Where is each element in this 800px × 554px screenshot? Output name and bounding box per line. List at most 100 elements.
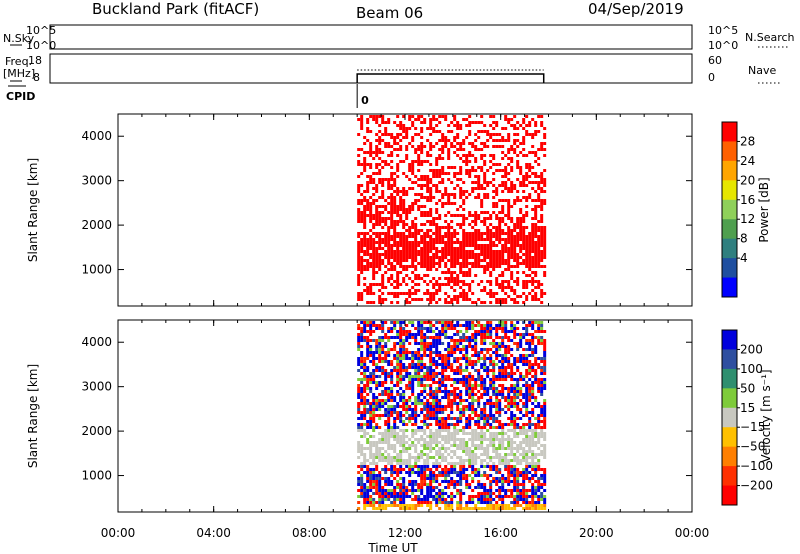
data-cell — [477, 420, 481, 423]
data-cell — [408, 468, 412, 471]
data-cell — [372, 324, 376, 327]
data-cell — [513, 486, 517, 489]
data-cell — [480, 357, 484, 360]
data-cell — [453, 486, 457, 489]
data-cell — [372, 414, 376, 417]
data-cell — [465, 480, 469, 483]
data-cell — [372, 480, 376, 483]
data-cell — [489, 232, 493, 235]
data-cell — [447, 507, 451, 510]
data-cell — [426, 489, 430, 492]
data-cell — [363, 238, 367, 241]
data-cell — [372, 271, 376, 274]
data-cell — [453, 372, 457, 375]
data-cell — [456, 283, 460, 286]
data-cell — [540, 232, 544, 235]
y-tick-label: 3000 — [81, 174, 112, 188]
data-cell — [513, 396, 517, 399]
data-cell — [483, 250, 487, 253]
data-cell — [489, 327, 493, 330]
data-cell — [444, 456, 448, 459]
data-cell — [438, 235, 442, 238]
data-cell — [399, 501, 403, 504]
data-cell — [543, 181, 547, 184]
data-cell — [417, 465, 421, 468]
data-cell — [387, 187, 391, 190]
data-cell — [543, 127, 547, 130]
data-cell — [519, 429, 523, 432]
data-cell — [468, 426, 472, 429]
data-cell — [513, 124, 517, 127]
data-cell — [384, 411, 388, 414]
data-cell — [447, 393, 451, 396]
data-cell — [495, 330, 499, 333]
data-cell — [519, 459, 523, 462]
data-cell — [477, 405, 481, 408]
data-cell — [432, 417, 436, 420]
data-cell — [384, 465, 388, 468]
data-cell — [477, 372, 481, 375]
data-cell — [498, 360, 502, 363]
data-cell — [405, 241, 409, 244]
data-cell — [378, 256, 382, 259]
data-cell — [447, 345, 451, 348]
data-cell — [528, 238, 532, 241]
data-cell — [399, 342, 403, 345]
data-cell — [366, 384, 370, 387]
data-cell — [393, 324, 397, 327]
data-cell — [387, 268, 391, 271]
data-cell — [408, 474, 412, 477]
data-cell — [495, 450, 499, 453]
data-cell — [525, 423, 529, 426]
data-cell — [468, 115, 472, 118]
data-cell — [405, 283, 409, 286]
data-cell — [543, 501, 547, 504]
data-cell — [450, 166, 454, 169]
data-cell — [435, 363, 439, 366]
data-cell — [501, 211, 505, 214]
data-cell — [465, 369, 469, 372]
noise-right-tick-top: 10^5 — [708, 24, 738, 37]
data-cell — [429, 447, 433, 450]
data-cell — [462, 426, 466, 429]
data-cell — [357, 244, 361, 247]
data-cell — [501, 372, 505, 375]
data-cell — [366, 468, 370, 471]
data-cell — [495, 363, 499, 366]
data-cell — [399, 214, 403, 217]
data-cell — [393, 202, 397, 205]
data-cell — [534, 474, 538, 477]
data-cell — [381, 121, 385, 124]
data-cell — [393, 369, 397, 372]
data-cell — [402, 444, 406, 447]
data-cell — [540, 295, 544, 298]
data-cell — [390, 429, 394, 432]
data-cell — [525, 330, 529, 333]
data-cell — [402, 208, 406, 211]
data-cell — [531, 229, 535, 232]
data-cell — [414, 253, 418, 256]
data-cell — [417, 366, 421, 369]
data-cell — [402, 348, 406, 351]
data-cell — [495, 163, 499, 166]
data-cell — [390, 387, 394, 390]
data-cell — [453, 166, 457, 169]
data-cell — [534, 417, 538, 420]
data-cell — [375, 139, 379, 142]
data-cell — [474, 384, 478, 387]
data-cell — [480, 327, 484, 330]
data-cell — [399, 250, 403, 253]
data-cell — [543, 438, 547, 441]
data-cell — [447, 250, 451, 253]
data-cell — [423, 259, 427, 262]
data-cell — [486, 387, 490, 390]
data-cell — [453, 453, 457, 456]
colorbar-tick-label: 16 — [740, 193, 755, 207]
data-cell — [390, 277, 394, 280]
data-cell — [372, 363, 376, 366]
data-cell — [510, 423, 514, 426]
data-cell — [402, 187, 406, 190]
data-cell — [507, 405, 511, 408]
data-cell — [381, 238, 385, 241]
data-cell — [387, 292, 391, 295]
